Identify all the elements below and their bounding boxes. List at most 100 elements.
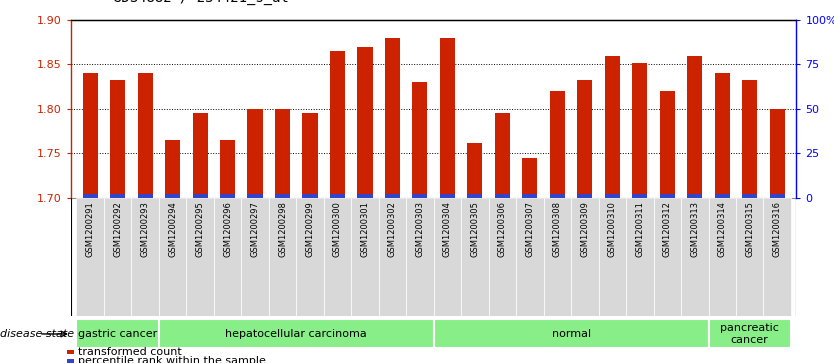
Bar bbox=[577, 81, 592, 198]
Text: GSM1200304: GSM1200304 bbox=[443, 201, 452, 257]
Text: GSM1200312: GSM1200312 bbox=[663, 201, 672, 257]
Bar bbox=[158, 198, 186, 316]
Bar bbox=[220, 140, 235, 198]
Bar bbox=[131, 198, 158, 316]
Bar bbox=[406, 198, 434, 316]
Bar bbox=[330, 51, 345, 198]
Bar bbox=[186, 198, 214, 316]
Text: normal: normal bbox=[551, 329, 590, 339]
Bar bbox=[104, 198, 131, 316]
Bar bbox=[296, 198, 324, 316]
Text: GSM1200315: GSM1200315 bbox=[746, 201, 754, 257]
Bar bbox=[632, 63, 647, 198]
Text: pancreatic
cancer: pancreatic cancer bbox=[721, 323, 779, 345]
Bar bbox=[660, 91, 675, 198]
Bar bbox=[742, 81, 757, 198]
Bar bbox=[522, 158, 537, 198]
Text: GSM1200301: GSM1200301 bbox=[360, 201, 369, 257]
Bar bbox=[626, 198, 654, 316]
Bar bbox=[495, 113, 510, 198]
Bar bbox=[67, 350, 74, 354]
Bar bbox=[687, 56, 702, 198]
Text: GSM1200314: GSM1200314 bbox=[718, 201, 726, 257]
Text: gastric cancer: gastric cancer bbox=[78, 329, 158, 339]
Bar bbox=[709, 319, 791, 348]
Bar bbox=[138, 73, 153, 198]
Bar bbox=[709, 198, 736, 316]
Bar bbox=[248, 194, 263, 198]
Bar bbox=[110, 194, 125, 198]
Bar bbox=[158, 319, 434, 348]
Bar bbox=[495, 194, 510, 198]
Bar bbox=[275, 109, 290, 198]
Text: GSM1200311: GSM1200311 bbox=[636, 201, 645, 257]
Bar bbox=[275, 194, 290, 198]
Text: GSM1200291: GSM1200291 bbox=[86, 201, 94, 257]
Bar bbox=[599, 198, 626, 316]
Bar bbox=[770, 194, 785, 198]
Bar bbox=[303, 113, 318, 198]
Text: GSM1200294: GSM1200294 bbox=[168, 201, 177, 257]
Bar bbox=[358, 194, 373, 198]
Bar bbox=[605, 56, 620, 198]
Bar bbox=[467, 143, 482, 198]
Bar bbox=[440, 38, 455, 198]
Bar bbox=[489, 198, 516, 316]
Bar bbox=[77, 319, 158, 348]
Bar bbox=[269, 198, 296, 316]
Bar bbox=[358, 46, 373, 198]
Bar bbox=[550, 91, 565, 198]
Bar bbox=[605, 194, 620, 198]
Bar bbox=[214, 198, 241, 316]
Text: disease state: disease state bbox=[0, 329, 74, 339]
Bar bbox=[434, 198, 461, 316]
Text: GSM1200306: GSM1200306 bbox=[498, 201, 507, 257]
Bar bbox=[193, 113, 208, 198]
Text: hepatocellular carcinoma: hepatocellular carcinoma bbox=[225, 329, 367, 339]
Bar bbox=[385, 38, 400, 198]
Text: GSM1200293: GSM1200293 bbox=[141, 201, 149, 257]
Text: GSM1200296: GSM1200296 bbox=[223, 201, 232, 257]
Bar bbox=[324, 198, 351, 316]
Text: GSM1200309: GSM1200309 bbox=[580, 201, 590, 257]
Bar bbox=[248, 109, 263, 198]
Bar bbox=[577, 194, 592, 198]
Bar bbox=[412, 82, 428, 198]
Bar bbox=[303, 194, 318, 198]
Bar bbox=[516, 198, 544, 316]
Text: GSM1200307: GSM1200307 bbox=[525, 201, 535, 257]
Bar bbox=[660, 194, 675, 198]
Bar bbox=[440, 194, 455, 198]
Text: GSM1200310: GSM1200310 bbox=[608, 201, 617, 257]
Bar bbox=[165, 194, 180, 198]
Bar bbox=[220, 194, 235, 198]
Text: GSM1200298: GSM1200298 bbox=[278, 201, 287, 257]
Bar bbox=[67, 359, 74, 363]
Text: GDS4882 / 234421_s_at: GDS4882 / 234421_s_at bbox=[113, 0, 289, 5]
Bar bbox=[138, 194, 153, 198]
Bar bbox=[687, 194, 702, 198]
Bar bbox=[763, 198, 791, 316]
Text: GSM1200297: GSM1200297 bbox=[250, 201, 259, 257]
Bar bbox=[83, 73, 98, 198]
Bar bbox=[461, 198, 489, 316]
Bar bbox=[165, 140, 180, 198]
Text: GSM1200292: GSM1200292 bbox=[113, 201, 122, 257]
Bar bbox=[241, 198, 269, 316]
Text: GSM1200316: GSM1200316 bbox=[773, 201, 781, 257]
Bar bbox=[351, 198, 379, 316]
Bar bbox=[522, 194, 537, 198]
Bar bbox=[632, 194, 647, 198]
Bar bbox=[193, 194, 208, 198]
Text: GSM1200303: GSM1200303 bbox=[415, 201, 425, 257]
Text: percentile rank within the sample: percentile rank within the sample bbox=[78, 356, 266, 363]
Bar bbox=[385, 194, 400, 198]
Bar bbox=[681, 198, 709, 316]
Bar bbox=[467, 194, 482, 198]
Bar bbox=[550, 194, 565, 198]
Bar bbox=[379, 198, 406, 316]
Bar bbox=[715, 194, 730, 198]
Text: GSM1200308: GSM1200308 bbox=[553, 201, 562, 257]
Bar bbox=[544, 198, 571, 316]
Text: GSM1200302: GSM1200302 bbox=[388, 201, 397, 257]
